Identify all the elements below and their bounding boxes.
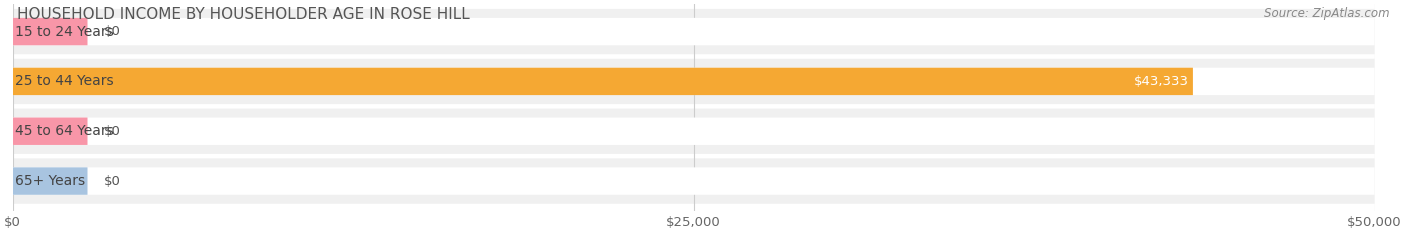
FancyBboxPatch shape xyxy=(13,68,1375,95)
FancyBboxPatch shape xyxy=(13,117,87,145)
Text: $43,333: $43,333 xyxy=(1133,75,1189,88)
Text: $0: $0 xyxy=(104,125,121,138)
FancyBboxPatch shape xyxy=(13,167,87,195)
Text: 15 to 24 Years: 15 to 24 Years xyxy=(15,24,114,39)
FancyBboxPatch shape xyxy=(13,167,1375,195)
Text: HOUSEHOLD INCOME BY HOUSEHOLDER AGE IN ROSE HILL: HOUSEHOLD INCOME BY HOUSEHOLDER AGE IN R… xyxy=(17,7,470,22)
FancyBboxPatch shape xyxy=(13,68,1192,95)
FancyBboxPatch shape xyxy=(13,158,1375,204)
Text: $0: $0 xyxy=(104,175,121,188)
FancyBboxPatch shape xyxy=(13,117,1375,145)
FancyBboxPatch shape xyxy=(13,18,87,45)
FancyBboxPatch shape xyxy=(13,9,1375,54)
Text: $0: $0 xyxy=(104,25,121,38)
FancyBboxPatch shape xyxy=(13,18,1375,45)
Text: Source: ZipAtlas.com: Source: ZipAtlas.com xyxy=(1264,7,1389,20)
FancyBboxPatch shape xyxy=(13,109,1375,154)
Text: 25 to 44 Years: 25 to 44 Years xyxy=(15,74,114,88)
Text: 45 to 64 Years: 45 to 64 Years xyxy=(15,124,114,138)
Text: 65+ Years: 65+ Years xyxy=(15,174,86,188)
FancyBboxPatch shape xyxy=(13,59,1375,104)
